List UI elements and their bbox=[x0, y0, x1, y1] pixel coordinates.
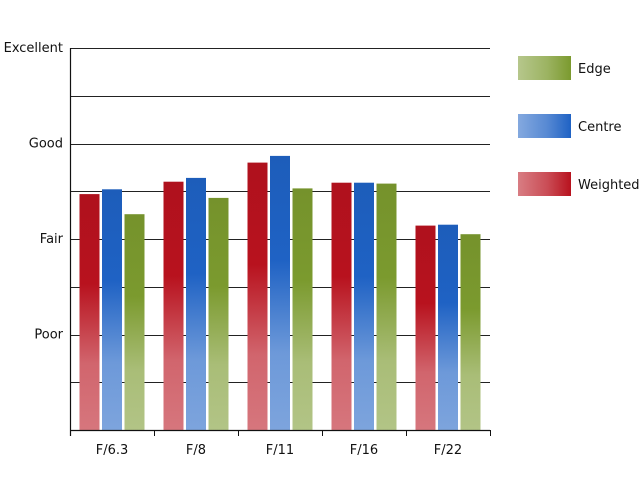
bar-edge-f-6-3 bbox=[124, 214, 145, 430]
bar-centre-f-6-3 bbox=[102, 189, 122, 430]
y-tick-label: Good bbox=[29, 137, 63, 152]
bar-weighted-f-11 bbox=[247, 162, 268, 430]
bar-edge-f-8 bbox=[208, 197, 229, 430]
x-tick-label: F/22 bbox=[434, 443, 462, 458]
bar-weighted-f-6-3 bbox=[79, 194, 100, 430]
y-axis-labels: Poor Fair Good Excellent bbox=[4, 41, 64, 343]
bar-edge-f-11 bbox=[292, 188, 313, 430]
legend-swatch-edge bbox=[518, 56, 571, 80]
legend-label-weighted: Weighted bbox=[578, 178, 640, 193]
legend-label-centre: Centre bbox=[578, 120, 621, 135]
y-tick-label: Fair bbox=[40, 232, 64, 247]
legend-label-edge: Edge bbox=[578, 62, 611, 77]
bar-weighted-f-16 bbox=[331, 182, 352, 430]
x-axis-labels: F/6.3 F/8 F/11 F/16 F/22 bbox=[96, 443, 462, 458]
bars bbox=[79, 155, 481, 430]
bar-edge-f-16 bbox=[376, 183, 397, 430]
axes bbox=[69, 48, 491, 436]
bar-centre-f-16 bbox=[354, 182, 374, 430]
x-tick-label: F/11 bbox=[266, 443, 294, 458]
x-tick-label: F/16 bbox=[350, 443, 378, 458]
bar-centre-f-22 bbox=[438, 224, 458, 430]
legend-swatch-centre bbox=[518, 114, 571, 138]
bar-centre-f-8 bbox=[186, 177, 206, 430]
bar-edge-f-22 bbox=[460, 234, 481, 430]
bar-centre-f-11 bbox=[270, 155, 290, 430]
legend-swatch-weighted bbox=[518, 172, 571, 196]
y-tick-label: Poor bbox=[34, 328, 63, 343]
bar-weighted-f-8 bbox=[163, 181, 184, 430]
x-tick-label: F/6.3 bbox=[96, 443, 129, 458]
legend: Edge Centre Weighted bbox=[518, 56, 640, 196]
x-tick-label: F/8 bbox=[186, 443, 206, 458]
y-tick-label: Excellent bbox=[4, 41, 63, 56]
bar-weighted-f-22 bbox=[415, 225, 436, 430]
